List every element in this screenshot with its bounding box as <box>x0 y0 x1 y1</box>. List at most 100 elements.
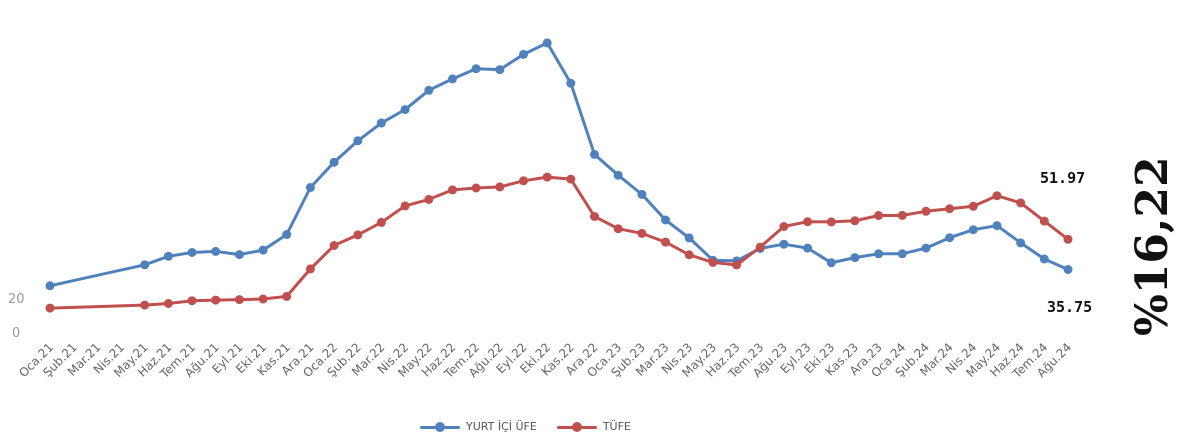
data-point <box>282 230 292 239</box>
ufe-last-value-label: 35.75 <box>1047 298 1092 316</box>
data-point <box>376 118 386 128</box>
data-point <box>424 85 434 95</box>
data-point <box>400 201 410 211</box>
data-point <box>661 215 670 225</box>
data-point <box>1039 254 1049 264</box>
data-point <box>45 303 55 313</box>
data-point <box>992 221 1002 231</box>
data-point <box>542 172 552 182</box>
data-point <box>874 249 884 259</box>
data-point <box>803 243 813 253</box>
data-point <box>140 300 150 310</box>
data-point <box>258 294 268 304</box>
data-point <box>755 242 765 252</box>
data-point <box>732 260 742 270</box>
data-point <box>684 250 694 260</box>
data-point <box>353 230 363 240</box>
data-point <box>992 191 1002 201</box>
data-point <box>163 299 173 308</box>
data-point <box>1016 238 1026 248</box>
data-point <box>779 239 789 249</box>
data-point <box>45 281 55 291</box>
legend-label-tufe: TÜFE <box>602 420 631 433</box>
data-point <box>850 253 860 263</box>
data-point <box>897 210 907 220</box>
data-point <box>945 204 955 214</box>
data-point <box>661 237 670 247</box>
data-point <box>826 217 836 227</box>
legend-item-tufe: TÜFE <box>556 420 631 433</box>
legend-swatch-ufe <box>420 421 460 432</box>
data-point <box>376 217 386 227</box>
data-point <box>826 258 836 268</box>
data-point <box>684 233 694 243</box>
data-point <box>353 136 363 146</box>
data-point <box>968 201 978 211</box>
data-point <box>211 295 221 305</box>
legend-item-ufe: YURT İÇİ ÜFE <box>420 420 537 433</box>
annotations: 51.97 35.75 %16,22 <box>1040 156 1178 336</box>
data-point <box>613 224 623 234</box>
data-point <box>163 251 173 261</box>
data-point <box>637 189 647 199</box>
y-axis-labels: 20 0 <box>8 292 25 341</box>
series-ufe <box>45 38 1073 291</box>
data-point <box>1039 216 1049 226</box>
data-point <box>850 216 860 226</box>
data-point <box>1016 198 1026 208</box>
data-point <box>613 170 623 180</box>
data-point <box>329 241 339 250</box>
data-point <box>708 257 718 267</box>
data-point <box>590 212 599 221</box>
legend-swatch-tufe <box>556 421 597 432</box>
data-point <box>566 78 576 88</box>
data-point <box>305 183 315 192</box>
data-point <box>1063 265 1073 274</box>
data-point <box>897 249 907 259</box>
data-point <box>329 157 339 167</box>
data-point <box>187 248 197 257</box>
data-point <box>590 149 599 159</box>
tufe-last-value-label: 51.97 <box>1040 169 1085 187</box>
data-point <box>803 217 813 227</box>
data-point <box>921 243 931 253</box>
data-point <box>495 182 505 192</box>
side-percent-label: %16,22 <box>1127 156 1178 336</box>
series-group <box>45 38 1073 313</box>
series-tufe <box>45 172 1073 313</box>
legend-label-ufe: YURT İÇİ ÜFE <box>466 420 537 433</box>
data-point <box>211 246 221 256</box>
y-tick-label: 20 <box>8 292 25 307</box>
y-tick-label: 0 <box>12 326 20 341</box>
data-point <box>471 64 481 74</box>
data-point <box>400 105 410 115</box>
data-point <box>874 211 884 220</box>
data-point <box>519 49 528 59</box>
series-line <box>49 175 1069 310</box>
legend: YURT İÇİ ÜFE TÜFE <box>420 420 631 433</box>
data-point <box>1063 234 1073 244</box>
data-point <box>140 260 150 270</box>
data-point <box>234 295 244 305</box>
series-line <box>49 41 1069 288</box>
data-point <box>945 233 955 243</box>
data-point <box>258 245 268 255</box>
data-point <box>234 250 244 260</box>
data-point <box>968 225 978 235</box>
data-point <box>471 183 481 193</box>
data-point <box>542 38 552 48</box>
data-point <box>424 194 434 204</box>
x-axis-labels: Oca.21Şub.21Mar.21Nis.21May.21Haz.21Tem.… <box>16 340 1074 381</box>
data-point <box>637 228 647 238</box>
data-point <box>448 74 457 84</box>
data-point <box>495 65 505 75</box>
data-point <box>448 185 457 195</box>
data-point <box>187 296 197 306</box>
data-point <box>282 291 292 301</box>
data-point <box>921 206 931 216</box>
data-point <box>305 264 315 274</box>
data-point <box>779 222 789 231</box>
data-point <box>519 176 528 186</box>
data-point <box>566 174 576 184</box>
